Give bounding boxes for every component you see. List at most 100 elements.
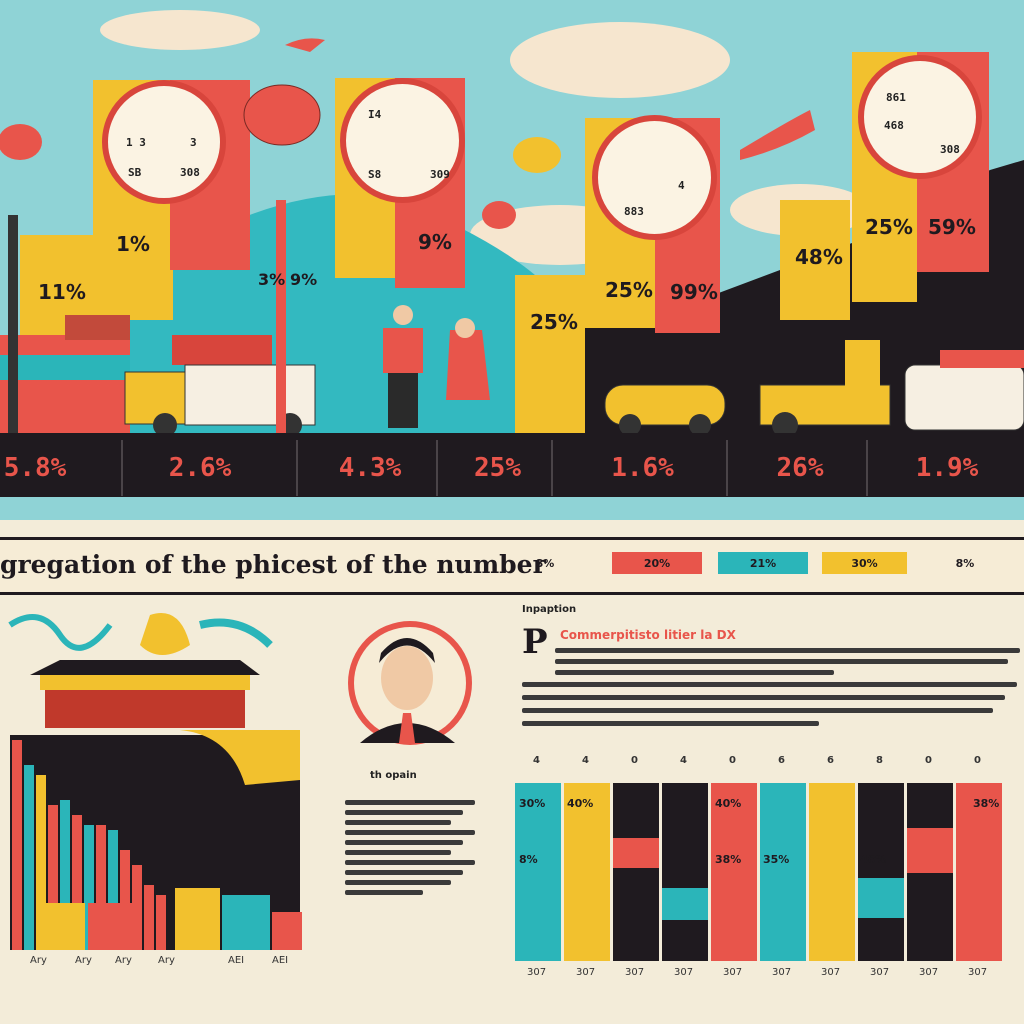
legend-item: 20% [612, 552, 702, 574]
chart-bar [72, 815, 82, 950]
legend-item: 30% [822, 552, 907, 574]
chart-column [809, 783, 855, 961]
scene-label: 25% [865, 215, 913, 239]
column-top-label: 4 [680, 755, 687, 766]
chart-bar [156, 895, 166, 950]
illustration-scene: 1 3 3 SB 308 I4 S8 309 883 4 861 468 308… [0, 0, 1024, 520]
chart-bar [96, 825, 106, 950]
article-dropcap: P [522, 622, 548, 662]
text-line [345, 830, 475, 835]
text-line [345, 840, 463, 845]
scene-label: 25% [530, 310, 578, 334]
column-value-label: 38% [973, 797, 1000, 810]
chart-column [564, 783, 610, 961]
column-value-label: 48% [860, 853, 887, 866]
article-headline: Commerpitisto litier la DX [560, 628, 736, 642]
scene-label: 3% [258, 270, 286, 289]
column-bottom-label: 307 [723, 967, 743, 978]
strip-value: 5.8% [3, 453, 67, 483]
scene-label: 9% [290, 270, 318, 289]
text-line [555, 670, 834, 675]
gauge-dial: I4 S8 309 [340, 78, 465, 203]
scene-label: 25% [605, 278, 653, 302]
text-line [345, 820, 451, 825]
column-bottom-label: 307 [919, 967, 939, 978]
chart-bar [272, 912, 302, 950]
chart-column [858, 783, 904, 961]
column-top-label: 0 [729, 755, 736, 766]
scene-label: 11% [38, 280, 86, 304]
strip-value: 4.3% [338, 453, 402, 483]
chart-column [515, 783, 561, 961]
column-value-label: 35% [763, 853, 790, 866]
x-tick-label: Ary [30, 955, 47, 966]
strip-divider [551, 440, 553, 496]
chart-bar [120, 850, 130, 950]
text-line [522, 721, 819, 726]
chart-column-segment [907, 828, 953, 873]
column-top-label: 6 [778, 755, 785, 766]
gauge-dial: 1 3 3 SB 308 [102, 80, 226, 204]
portrait-caption: th opain [370, 770, 417, 781]
text-line [522, 682, 1017, 687]
column-bottom-label: 307 [968, 967, 988, 978]
text-line [345, 810, 463, 815]
portrait-avatar [348, 621, 472, 745]
gauge-dial: 861 468 308 [858, 55, 982, 179]
column-bottom-label: 307 [870, 967, 890, 978]
text-line [345, 870, 463, 875]
column-top-label: 0 [925, 755, 932, 766]
strip-value: 1.9% [915, 453, 979, 483]
chart-bar [144, 885, 154, 950]
column-value-label: 30% [519, 797, 546, 810]
gauge-dial: 883 4 [592, 115, 717, 240]
chart-bar [36, 775, 46, 950]
legend-item: 8% [535, 556, 555, 570]
text-line [522, 708, 993, 713]
column-bottom-label: 307 [674, 967, 694, 978]
chart-bar [132, 865, 142, 950]
column-value-label: 40% [715, 797, 742, 810]
legend-item: 8% [955, 556, 975, 570]
chart-bar [84, 825, 94, 950]
column-top-label: 8 [876, 755, 883, 766]
left-bar-chart [8, 613, 302, 950]
strip-value: 26% [776, 453, 824, 483]
scene-label: 9% [418, 230, 452, 254]
chart-bar [222, 895, 270, 950]
chart-column-segment [613, 838, 659, 868]
text-line [345, 880, 451, 885]
article-kicker: Inpaption [522, 604, 577, 615]
x-tick-label: AEI [228, 955, 245, 966]
column-top-label: 0 [631, 755, 638, 766]
chart-bar [175, 888, 220, 950]
x-tick-label: AEI [272, 955, 289, 966]
x-tick-label: Ary [75, 955, 92, 966]
chart-bar [40, 903, 85, 950]
column-bottom-label: 307 [527, 967, 547, 978]
chart-bar [60, 800, 70, 950]
text-line [555, 659, 1008, 664]
page-title: gregation of the phicest of the number [0, 550, 546, 579]
scene-label: 1% [116, 232, 150, 256]
column-top-label: 4 [533, 755, 540, 766]
text-line [555, 648, 1020, 653]
column-top-label: 0 [974, 755, 981, 766]
chart-column-segment [662, 888, 708, 920]
text-line [522, 695, 1005, 700]
x-tick-label: Ary [115, 955, 132, 966]
column-value-label: 38% [715, 853, 742, 866]
strip-value: 2.6% [168, 453, 232, 483]
strip-divider [726, 440, 728, 496]
chart-bar [12, 740, 22, 950]
strip-divider [296, 440, 298, 496]
x-tick-label: Ary [158, 955, 175, 966]
percent-strip [0, 433, 1024, 497]
strip-divider [436, 440, 438, 496]
column-bottom-label: 307 [821, 967, 841, 978]
chart-bar [24, 765, 34, 950]
strip-divider [866, 440, 868, 496]
column-value-label: 40% [567, 797, 594, 810]
strip-divider [121, 440, 123, 496]
chart-column [760, 783, 806, 961]
